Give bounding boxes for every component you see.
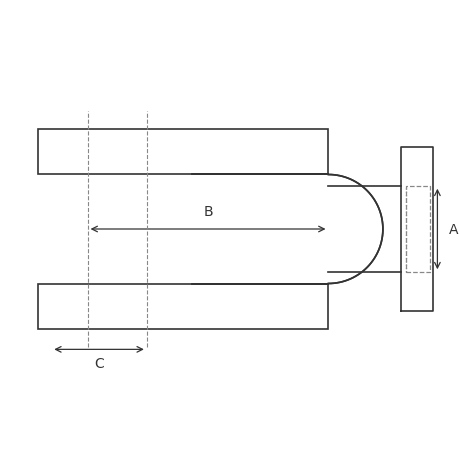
FancyBboxPatch shape xyxy=(38,284,328,329)
Text: B: B xyxy=(203,204,213,218)
Text: C: C xyxy=(94,356,104,370)
FancyBboxPatch shape xyxy=(38,130,328,175)
Text: A: A xyxy=(448,223,457,236)
